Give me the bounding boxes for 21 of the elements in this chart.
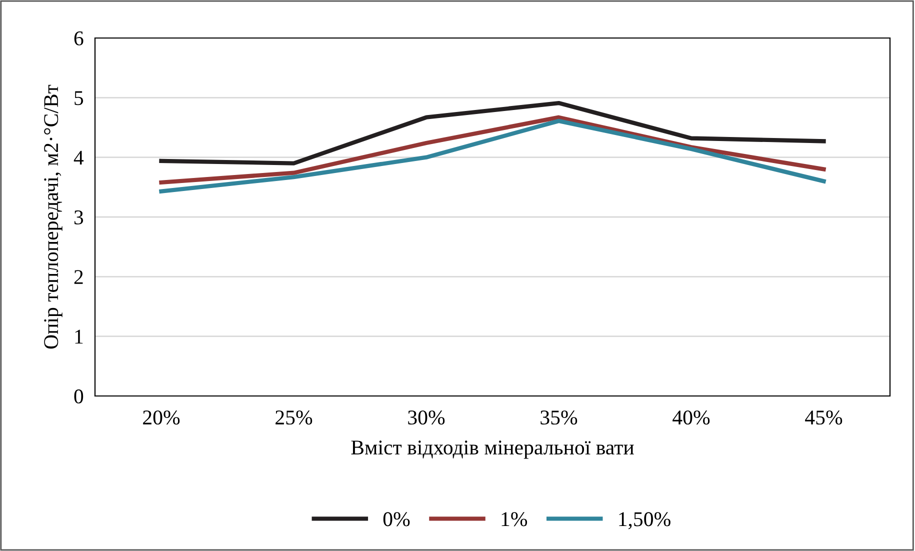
y-tick-label: 0 — [74, 389, 84, 404]
y-tick-label: 5 — [74, 91, 84, 106]
line-series — [159, 115, 826, 184]
legend-label: 1% — [502, 512, 528, 526]
y-tick-label: 4 — [74, 150, 84, 165]
x-tick-label: 35% — [540, 410, 578, 425]
x-tick-label: 40% — [672, 410, 710, 425]
x-tick-label: 30% — [408, 410, 445, 425]
y-tick-label: 6 — [74, 31, 84, 46]
x-tick-label: 45% — [805, 410, 842, 425]
line-series — [159, 100, 826, 166]
legend-label: 0% — [383, 512, 410, 526]
y-tick-label: 1 — [75, 330, 83, 344]
x-axis-title: Вміст відходів мінеральної вати — [351, 440, 634, 459]
y-tick-label: 2 — [74, 270, 83, 284]
y-axis-title: Опір теплопередачі, м2·°С/Вт — [44, 84, 62, 349]
x-tick-label: 25% — [276, 410, 312, 425]
line-series — [159, 118, 826, 194]
y-tick-label: 3 — [74, 210, 84, 224]
legend-label: 1,50% — [619, 512, 670, 530]
x-tick-label: 20% — [143, 410, 180, 425]
